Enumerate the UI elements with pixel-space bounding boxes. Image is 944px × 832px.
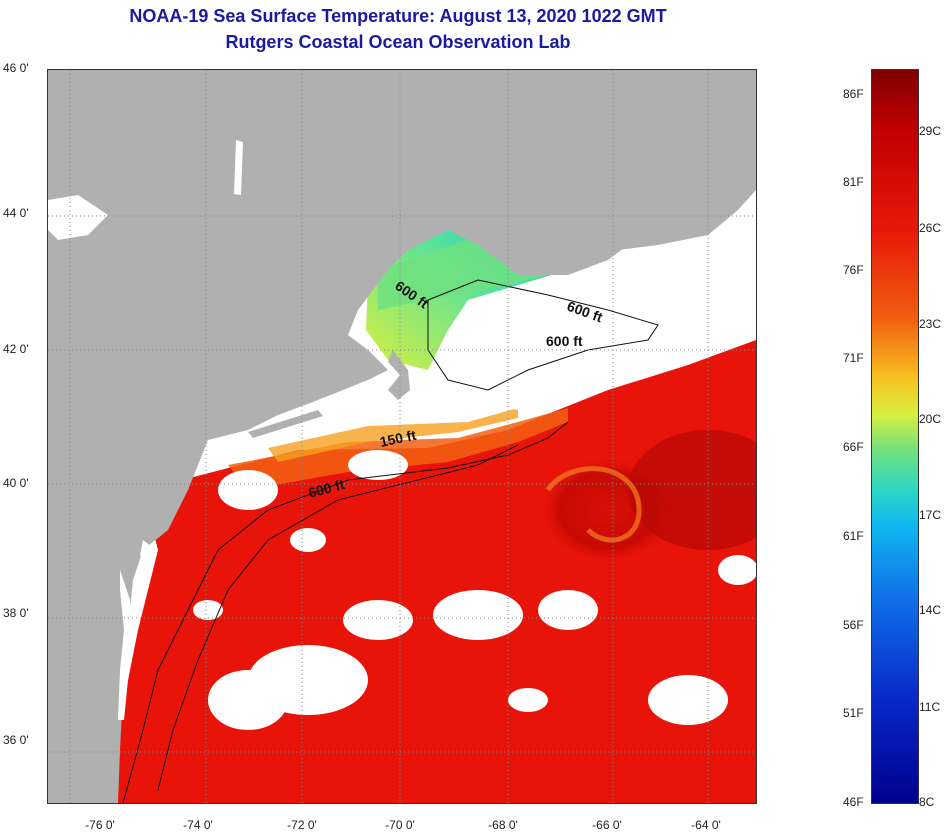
cloud-patch-9 bbox=[193, 600, 223, 620]
colorbar-label-51f: 51F bbox=[843, 706, 864, 720]
chesapeake-bay bbox=[118, 570, 134, 720]
cloud-patch-3 bbox=[433, 590, 523, 640]
lat-label-36: 36 0' bbox=[3, 733, 29, 747]
contour-label-600ft-3: 600 ft bbox=[546, 333, 583, 349]
gulf-stream-core bbox=[628, 430, 756, 550]
colorbar-label-29c: 29C bbox=[919, 124, 942, 138]
lon-label-70: -70 0' bbox=[385, 818, 415, 832]
cloud-patch-6 bbox=[648, 675, 728, 725]
lon-label-74: -74 0' bbox=[183, 818, 213, 832]
lon-label-64: -64 0' bbox=[691, 818, 721, 832]
colorbar-label-11c: 11C bbox=[919, 700, 941, 714]
colorbar-label-20c: 20C bbox=[919, 412, 942, 426]
delaware-bay bbox=[140, 540, 156, 565]
cloud-patch-4 bbox=[538, 590, 598, 630]
north-america-land bbox=[48, 70, 756, 803]
cloud-patch-shelf bbox=[428, 250, 756, 410]
cloud-patch-11 bbox=[348, 450, 408, 480]
great-lakes-water bbox=[48, 195, 108, 240]
sst-map-canvas: 600 ft 600 ft 600 ft 150 ft 600 ft bbox=[48, 70, 756, 803]
long-island bbox=[248, 410, 323, 438]
shelf-water-band bbox=[268, 408, 518, 462]
lon-label-76: -76 0' bbox=[85, 818, 115, 832]
contour-600ft-gulf-of-maine bbox=[427, 279, 659, 391]
contour-label-150ft: 150 ft bbox=[378, 427, 417, 450]
lat-label-42: 42 0' bbox=[3, 342, 29, 356]
colorbar-label-17c: 17C bbox=[919, 508, 942, 522]
lon-label-66: -66 0' bbox=[592, 818, 622, 832]
colorbar-label-66f: 66F bbox=[843, 440, 864, 454]
lat-label-44: 44 0' bbox=[3, 206, 29, 220]
cloud-patch-5 bbox=[343, 600, 413, 640]
colorbar-label-86f: 86F bbox=[843, 87, 864, 101]
colorbar-label-61f: 61F bbox=[843, 529, 864, 543]
nova-scotia-land bbox=[608, 155, 756, 250]
colorbar-label-56f: 56F bbox=[843, 618, 864, 632]
slope-water-band bbox=[228, 408, 568, 490]
lat-label-46: 46 0' bbox=[3, 61, 29, 75]
cloud-patch-2 bbox=[208, 670, 288, 730]
colorbar-label-26c: 26C bbox=[919, 221, 942, 235]
map-title: NOAA-19 Sea Surface Temperature: August … bbox=[129, 6, 667, 26]
map-subtitle: Rutgers Coastal Ocean Observation Lab bbox=[225, 32, 571, 52]
contour-600ft-shelf-break bbox=[122, 421, 569, 803]
temperature-colorbar bbox=[871, 69, 919, 804]
cloud-patch-7 bbox=[718, 555, 756, 585]
eddy-filament bbox=[545, 466, 642, 543]
lat-label-40: 40 0' bbox=[3, 476, 29, 490]
colorbar-label-8c: 8C bbox=[919, 795, 935, 809]
cape-cod bbox=[388, 350, 410, 400]
colorbar-label-23c: 23C bbox=[919, 317, 942, 331]
lake-champlain bbox=[234, 140, 243, 195]
colorbar-label-71f: 71F bbox=[843, 351, 864, 365]
colorbar-label-46f: 46F bbox=[843, 795, 864, 809]
lon-label-68: -68 0' bbox=[488, 818, 518, 832]
cloud-patch-10 bbox=[508, 688, 548, 712]
sst-map[interactable]: 600 ft 600 ft 600 ft 150 ft 600 ft bbox=[47, 69, 757, 804]
lon-label-72: -72 0' bbox=[287, 818, 317, 832]
colorbar-label-76f: 76F bbox=[843, 263, 864, 277]
colorbar-label-14c: 14C bbox=[919, 603, 942, 617]
cloud-patch-12 bbox=[218, 470, 278, 510]
cloud-patch-8 bbox=[290, 528, 326, 552]
lat-label-38: 38 0' bbox=[3, 606, 29, 620]
colorbar-label-81f: 81F bbox=[843, 175, 864, 189]
contour-150ft bbox=[157, 444, 519, 791]
